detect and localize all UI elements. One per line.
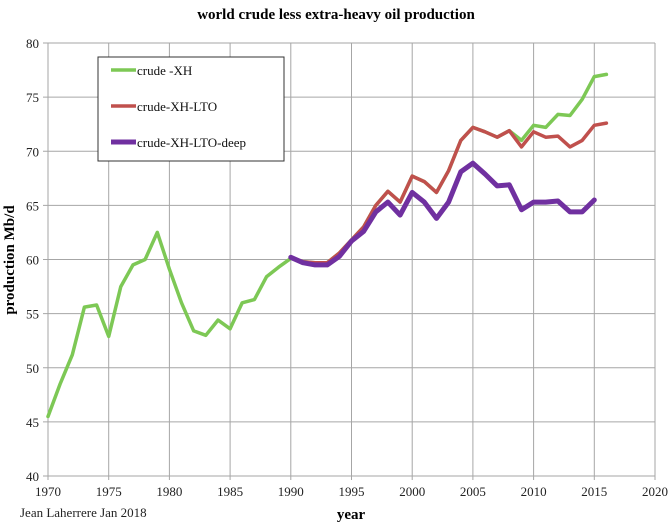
x-axis-label: year bbox=[337, 507, 366, 523]
y-tick-label: 55 bbox=[26, 307, 39, 322]
x-tick-label: 1985 bbox=[217, 484, 243, 499]
x-tick-label: 2010 bbox=[521, 484, 547, 499]
y-tick-label: 65 bbox=[26, 198, 39, 213]
x-tick-label: 1970 bbox=[35, 484, 61, 499]
legend: crude -XH crude-XH-LTO crude-XH-LTO-deep bbox=[97, 56, 285, 162]
x-tick-labels: 1970 1975 1980 1985 1990 1995 2000 2005 2010 2015… bbox=[35, 484, 668, 499]
y-axis-label: production Mb/d bbox=[2, 205, 18, 315]
y-tick-labels: 40 45 50 55 60 65 70 75 80 bbox=[26, 36, 39, 484]
x-tick-label: 2015 bbox=[581, 484, 607, 499]
x-tick-label: 1975 bbox=[96, 484, 122, 499]
series-line-3 bbox=[288, 160, 597, 268]
y-tick-label: 70 bbox=[26, 144, 39, 159]
x-tick-label: 2020 bbox=[642, 484, 668, 499]
series-line-2 bbox=[289, 121, 609, 265]
legend-label: crude -XH bbox=[137, 63, 192, 78]
x-tick-label: 1980 bbox=[156, 484, 182, 499]
chart-title: world crude less extra-heavy oil product… bbox=[197, 7, 475, 23]
y-tick-label: 50 bbox=[26, 361, 39, 376]
y-tick-label: 60 bbox=[26, 253, 39, 268]
credit-text: Jean Laherrere Jan 2018 bbox=[20, 505, 147, 520]
y-tick-label: 80 bbox=[26, 36, 39, 51]
legend-label: crude-XH-LTO bbox=[137, 99, 217, 114]
legend-label: crude-XH-LTO-deep bbox=[137, 135, 246, 150]
x-tick-label: 2005 bbox=[460, 484, 486, 499]
y-tick-label: 75 bbox=[26, 90, 39, 105]
x-tick-label: 1990 bbox=[278, 484, 304, 499]
x-tick-label: 1995 bbox=[339, 484, 365, 499]
y-tick-label: 45 bbox=[26, 415, 39, 430]
x-tick-label: 2000 bbox=[399, 484, 425, 499]
y-tick-label: 40 bbox=[26, 469, 39, 484]
series-lines bbox=[46, 72, 609, 419]
